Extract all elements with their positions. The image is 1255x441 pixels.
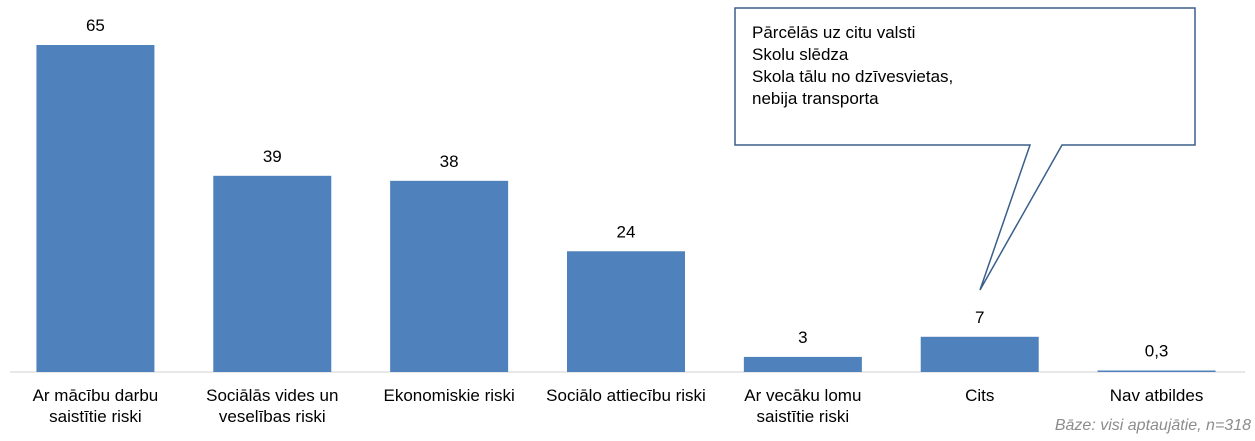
bar xyxy=(567,251,685,372)
data-label: 39 xyxy=(263,147,282,166)
x-tick-label: Ar mācību darbu saistītie riski xyxy=(32,386,159,426)
annotation-line: Skola tālu no dzīvesvietas, xyxy=(752,67,953,86)
data-label: 24 xyxy=(617,222,636,241)
annotation-line: Skolu slēdza xyxy=(752,45,849,64)
x-tick-label: Ar vecāku lomu saistītie riski xyxy=(744,386,862,426)
bar xyxy=(213,175,332,372)
x-tick-label: Sociālo attiecību riski xyxy=(546,386,706,405)
bar xyxy=(36,45,155,372)
bar xyxy=(1097,370,1216,372)
footnote: Bāze: visi aptaujātie, n=318 xyxy=(1054,417,1251,434)
x-tick-label: Cits xyxy=(965,386,995,405)
data-label: 0,3 xyxy=(1145,341,1169,360)
data-label: 3 xyxy=(798,328,807,347)
annotation-line: Pārcēlās uz citu valsti xyxy=(752,23,915,42)
data-label: 7 xyxy=(975,308,984,327)
bar xyxy=(743,356,862,372)
x-tick-label: Sociālās vides un veselības riski xyxy=(206,386,339,426)
bar xyxy=(920,336,1039,372)
x-tick-label: Nav atbildes xyxy=(1109,386,1204,405)
bar xyxy=(390,180,509,372)
data-label: 65 xyxy=(86,16,105,35)
data-label: 38 xyxy=(440,152,459,171)
x-tick-label: Ekonomiskie riski xyxy=(383,386,515,405)
callout xyxy=(734,7,1196,291)
annotation-line: nebija transporta xyxy=(752,89,879,108)
